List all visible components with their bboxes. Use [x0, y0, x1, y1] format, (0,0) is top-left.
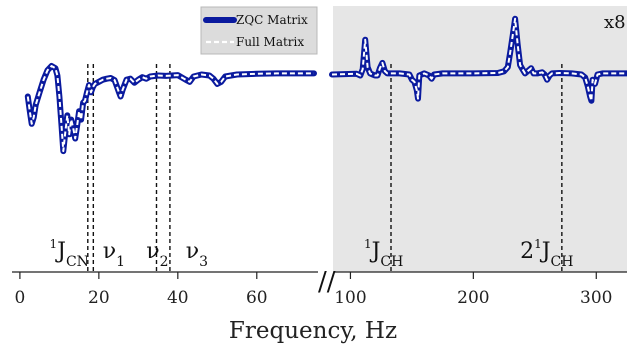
x-tick-label-3: 60	[246, 288, 268, 308]
annotation-4-part-0: 1	[364, 237, 372, 251]
x-axis-title: Frequency, Hz	[229, 318, 397, 344]
annotation-0-part-0: 1	[50, 237, 58, 251]
annotation-3-part-1: 3	[199, 254, 208, 270]
annotation-3-part-0: ν	[186, 239, 199, 264]
annotation-5-part-0: 2	[520, 239, 534, 264]
annotation-1-part-0: ν	[103, 239, 116, 264]
annotation-4-part-2: CH	[380, 254, 403, 270]
legend-label-full: Full Matrix	[236, 35, 304, 49]
plot-area	[24, 15, 627, 272]
inset-scale-label: x8	[604, 12, 626, 33]
series-full-segment-1	[331, 17, 627, 102]
annotation-1: ν1	[103, 239, 125, 270]
x-axis-ticks: 0 20 40 60 100 200 300	[14, 272, 612, 308]
annotation-5-part-1: 1	[534, 237, 542, 251]
annotation-5: 21JCH	[520, 237, 573, 270]
annotation-2-part-1: 2	[160, 254, 169, 270]
legend-box	[200, 6, 318, 55]
legend: ZQC Matrix Full Matrix	[200, 6, 318, 55]
annotation-0-part-1: J	[55, 239, 66, 264]
legend-label-zqc: ZQC Matrix	[236, 13, 308, 27]
annotation-5-part-2: J	[540, 239, 551, 264]
x-tick-label-5: 200	[457, 288, 489, 308]
x-tick-label-6: 300	[580, 288, 612, 308]
annotation-1-part-1: 1	[116, 254, 125, 270]
annotation-2-part-0: ν	[146, 239, 159, 264]
series-full-segment-0	[26, 65, 314, 153]
axis-break-mark: //	[318, 267, 336, 297]
annotation-5-part-3: CH	[551, 254, 574, 270]
x-tick-label-4: 100	[334, 288, 366, 308]
annotation-3: ν3	[186, 239, 208, 270]
annotation-2: ν2	[146, 239, 168, 270]
x-tick-label-1: 20	[88, 288, 110, 308]
inset-shaded-region	[333, 6, 627, 272]
annotation-4: 1JCH	[364, 237, 403, 270]
annotation-0: 1JCN	[50, 237, 89, 270]
x-tick-label-2: 40	[167, 288, 189, 308]
series-zqc-segment-0	[24, 63, 317, 155]
x-tick-label-0: 0	[14, 288, 25, 308]
annotation-4-part-1: J	[370, 239, 381, 264]
annotation-0-part-2: CN	[66, 254, 89, 270]
